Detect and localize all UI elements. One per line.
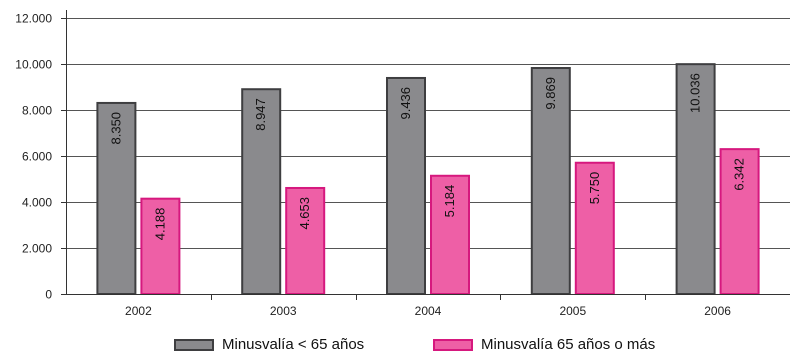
y-tick-label: 10.000	[15, 58, 52, 72]
bar-under-65	[530, 67, 571, 295]
bar-under-65-value-label: 9.869	[543, 77, 558, 110]
bar-under-65-value-label: 10.036	[688, 73, 703, 113]
bar-65-plus-value-label: 4.188	[152, 208, 167, 241]
bar-65-plus	[574, 161, 615, 295]
bar-under-65	[96, 101, 137, 295]
y-tick-label: 6.000	[22, 150, 52, 164]
bar-under-65	[675, 63, 716, 295]
bar-65-plus-value-label: 5.750	[587, 172, 602, 205]
x-tick-label: 2006	[704, 304, 731, 318]
bar-65-plus-value-label: 4.653	[297, 197, 312, 230]
bar-65-plus	[285, 186, 326, 295]
bar-under-65-value-label: 9.436	[398, 87, 413, 120]
bar-65-plus-value-label: 6.342	[732, 158, 747, 191]
bar-65-plus	[430, 174, 470, 296]
legend-swatch-under-65	[174, 338, 214, 351]
bar-65-plus	[140, 197, 181, 295]
y-tick-label: 0	[45, 288, 52, 302]
legend: Minusvalía < 65 años Minusvalía 65 años …	[0, 336, 806, 358]
x-tick-label: 2004	[415, 304, 442, 318]
legend-label-65-plus: Minusvalía 65 años o más	[481, 336, 656, 353]
legend-label-under-65: Minusvalía < 65 años	[222, 336, 365, 353]
y-tick-label: 8.000	[22, 104, 52, 118]
x-tick-label: 2003	[270, 304, 297, 318]
x-tick-label: 2005	[559, 304, 586, 318]
bar-under-65-value-label: 8.350	[108, 112, 123, 145]
bar-65-plus-value-label: 5.184	[442, 185, 457, 218]
y-tick-label: 12.000	[15, 12, 52, 26]
legend-item-under-65: Minusvalía < 65 años	[174, 336, 364, 353]
y-tick-label: 2.000	[22, 242, 52, 256]
bar-65-plus	[719, 148, 760, 295]
bar-under-65	[386, 76, 426, 295]
legend-item-65-plus: Minusvalía 65 años o más	[433, 336, 655, 353]
bar-under-65-value-label: 8.947	[253, 98, 268, 131]
y-tick-label: 4.000	[22, 196, 52, 210]
legend-swatch-65-plus	[433, 338, 473, 351]
x-tick-label: 2002	[125, 304, 152, 318]
bar-chart: 0 2.000 4.000 6.000 8.000 10.000 12.000 8.350 4.…	[15, 10, 790, 318]
